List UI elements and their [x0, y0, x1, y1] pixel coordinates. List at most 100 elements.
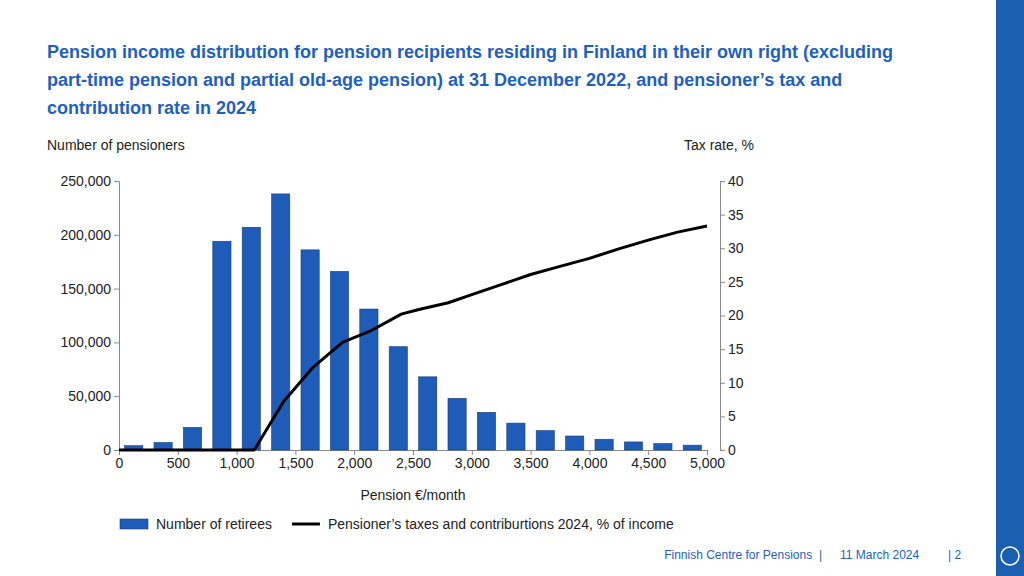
tick: 2,500 [396, 450, 431, 471]
tick: 4,000 [572, 450, 607, 471]
tick-mark [114, 289, 119, 290]
bar [330, 271, 348, 450]
legend-label: Pensioner’s taxes and contriburtions 202… [328, 516, 674, 532]
tick-mark [720, 215, 725, 216]
tick-label: 50,000 [68, 388, 111, 404]
bar [507, 423, 525, 450]
tick: 25 [720, 274, 744, 290]
tick: 5,000 [690, 450, 725, 471]
bar [301, 250, 319, 450]
legend-swatch [292, 523, 320, 526]
tick: 15 [720, 341, 744, 357]
tick-label: 2,000 [337, 455, 372, 471]
bar [389, 347, 407, 450]
bar [242, 227, 260, 450]
tick-label: 4,000 [572, 455, 607, 471]
annotation: 11 March 2024 [840, 548, 919, 562]
y-axis-line [114, 182, 120, 451]
tick-label: 0 [728, 442, 736, 458]
tick-mark [114, 450, 119, 451]
tick: 5 [720, 408, 736, 424]
tick-label: 0 [116, 455, 124, 471]
tick-label: 10 [728, 375, 744, 391]
tick-label: 250,000 [60, 173, 111, 189]
y-axis-title: Number of pensioners [47, 137, 185, 153]
bar [595, 439, 613, 450]
tick-label: 35 [728, 207, 744, 223]
tick: 1,500 [278, 450, 313, 471]
bar [536, 431, 554, 450]
tick: 20 [720, 307, 744, 323]
bar [477, 412, 495, 450]
tick-mark [114, 181, 119, 182]
legend-item: Number of retirees [120, 516, 272, 532]
tick-label: 5 [728, 408, 736, 424]
legend-label: Number of retirees [156, 516, 272, 532]
bar [213, 241, 231, 450]
bar [419, 377, 437, 450]
tick: 500 [167, 450, 191, 471]
tick-label: 1,000 [220, 455, 255, 471]
tick-label: 4,500 [631, 455, 666, 471]
legend-swatch [120, 519, 148, 529]
title: Pension income distribution for pension … [47, 42, 893, 118]
tick-label: 150,000 [60, 281, 111, 297]
tick-label: 3,500 [514, 455, 549, 471]
y2-axis-title: Tax rate, % [684, 137, 754, 153]
tick: 100,000 [60, 334, 119, 350]
line [119, 226, 707, 450]
tick: 30 [720, 240, 744, 256]
tick-label: 0 [103, 442, 111, 458]
logo [1001, 547, 1019, 565]
tick-mark [720, 416, 725, 417]
tick: 4,500 [631, 450, 666, 471]
bar [183, 427, 201, 450]
tick: 40 [720, 173, 744, 189]
tick: 35 [720, 207, 744, 223]
tick-mark [720, 282, 725, 283]
annotation: Finnish Centre for Pensions | [664, 548, 822, 562]
tick-mark [114, 342, 119, 343]
tick-label: 3,000 [455, 455, 490, 471]
tick-mark [114, 396, 119, 397]
tick: 250,000 [60, 173, 119, 189]
bar [654, 444, 672, 450]
tick: 10 [720, 375, 744, 391]
tick-label: 500 [167, 455, 191, 471]
bar [566, 436, 584, 450]
bar [683, 445, 701, 450]
y2-axis: 0 5 10 15 20 25 30 35 40 [720, 173, 744, 458]
tick-label: 5,000 [690, 455, 725, 471]
annotation: | 2 [948, 548, 961, 562]
tick-label: 25 [728, 274, 744, 290]
legend-item: Pensioner’s taxes and contriburtions 202… [292, 516, 674, 532]
y2-axis-line [721, 182, 726, 451]
bar [272, 194, 290, 450]
tick: 1,000 [220, 450, 255, 471]
tick: 2,000 [337, 450, 372, 471]
tick: 0 [720, 442, 736, 458]
tick-mark [114, 235, 119, 236]
tick-mark [720, 316, 725, 317]
tick-mark [720, 181, 725, 182]
tick-label: 200,000 [60, 227, 111, 243]
x-axis: 0 500 1,000 1,500 2,000 2,500 3,000 3,500 4,000 4… [116, 450, 726, 471]
tick: 0 [116, 450, 124, 471]
x-axis-title: Pension €/month [360, 487, 465, 503]
tick-label: 20 [728, 307, 744, 323]
bar [448, 398, 466, 450]
tick-label: 15 [728, 341, 744, 357]
tick-label: 30 [728, 240, 744, 256]
legend: Number of retirees Pensioner’s taxes and … [120, 516, 674, 532]
tick-label: 40 [728, 173, 744, 189]
tick-mark [720, 248, 725, 249]
chart: Pension income distribution for pension … [0, 0, 1024, 576]
sidebar [996, 0, 1024, 576]
tick-label: 1,500 [278, 455, 313, 471]
tick: 200,000 [60, 227, 119, 243]
tick: 3,500 [514, 450, 549, 471]
tick-label: 2,500 [396, 455, 431, 471]
bar [624, 442, 642, 450]
y-axis: 0 50,000 100,000 150,000 200,000 250,000 [60, 173, 119, 458]
footer: Finnish Centre for Pensions | 11 March 20… [664, 548, 961, 562]
